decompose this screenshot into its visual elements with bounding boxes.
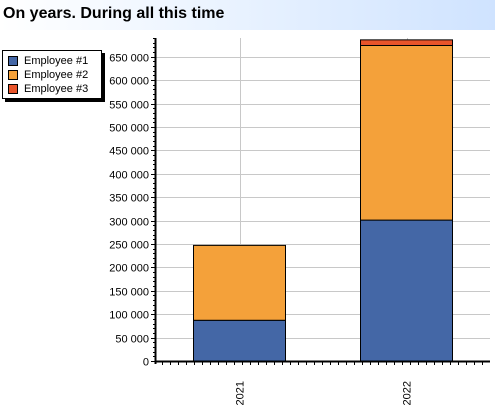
y-tick-label-4: 200 000	[109, 263, 149, 275]
chart-header: On years. During all this time	[0, 0, 495, 30]
legend-label-employee-1: Employee #1	[24, 54, 89, 67]
y-tick-label-1: 50 000	[115, 334, 149, 346]
x-tick-label-1: 2022	[402, 381, 414, 405]
bar-2021-series-1	[193, 319, 286, 362]
y-tick-label-13: 650 000	[109, 53, 149, 65]
bar-2022-series-2	[360, 44, 453, 221]
chart-legend: Employee #1 Employee #2 Employee #3	[2, 50, 102, 99]
y-tick-label-9: 450 000	[109, 146, 149, 158]
y-tick-label-12: 600 000	[109, 76, 149, 88]
x-tick-label-0: 2021	[235, 381, 247, 405]
bar-2022-series-1	[360, 219, 453, 362]
legend-item-employee-2: Employee #2	[8, 68, 88, 81]
y-tick-label-7: 350 000	[109, 193, 149, 205]
y-tick-label-5: 250 000	[109, 240, 149, 252]
y-tick-label-10: 500 000	[109, 123, 149, 135]
bar-2022-series-3	[360, 39, 453, 46]
legend-swatch-employee-3	[8, 83, 18, 94]
legend-label-employee-3: Employee #3	[24, 82, 89, 95]
y-tick-label-6: 300 000	[109, 217, 149, 229]
y-tick-label-3: 150 000	[109, 287, 149, 299]
legend-item-employee-3: Employee #3	[8, 82, 88, 95]
y-tick-label-11: 550 000	[109, 100, 149, 112]
chart-title: On years. During all this time	[3, 5, 225, 22]
bar-2021-series-2	[193, 244, 286, 321]
y-tick-label-2: 100 000	[109, 310, 149, 322]
y-tick-label-8: 400 000	[109, 170, 149, 182]
legend-swatch-employee-2	[8, 69, 18, 80]
y-tick-label-0: 0	[143, 357, 149, 369]
legend-swatch-employee-1	[8, 55, 18, 66]
legend-item-employee-1: Employee #1	[8, 54, 88, 67]
legend-label-employee-2: Employee #2	[24, 68, 89, 81]
